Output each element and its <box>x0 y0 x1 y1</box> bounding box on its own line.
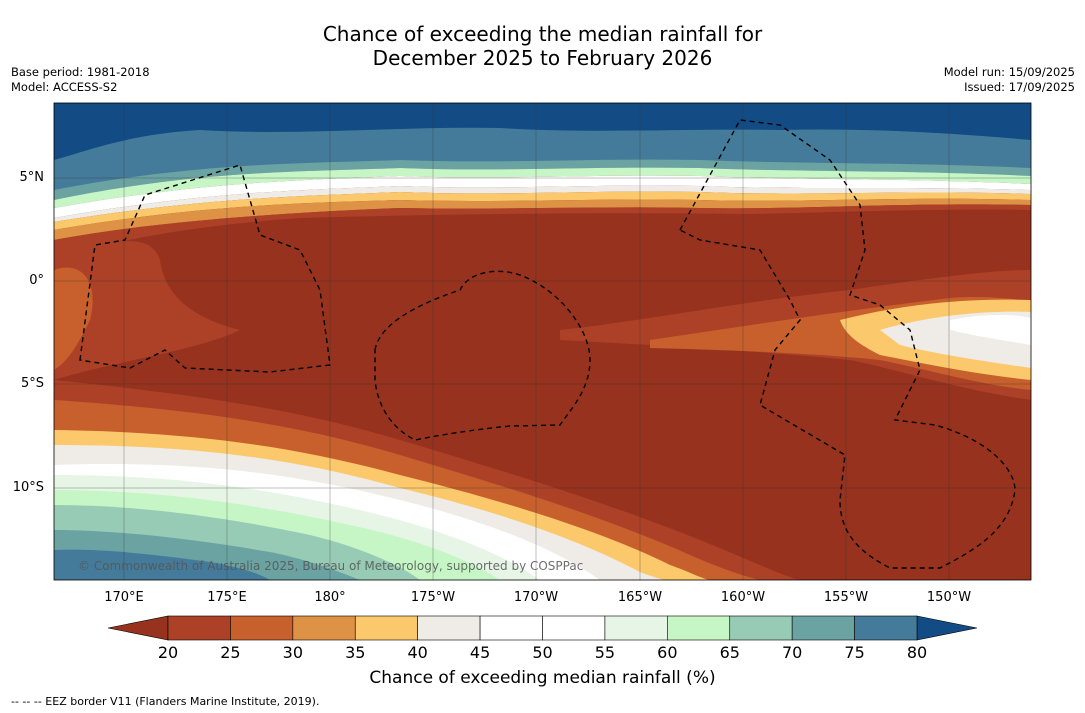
colorbar-segment <box>167 615 231 641</box>
colorbar-tick-label: 40 <box>407 643 428 662</box>
map-title: Chance of exceeding the median rainfall … <box>0 22 1085 70</box>
base-period-text: Base period: 1981-2018 <box>11 65 150 79</box>
colorbar-segment <box>479 615 543 641</box>
eez-borders <box>79 119 1016 569</box>
lon-label: 180° <box>314 590 346 605</box>
colorbar-tick-label: 25 <box>220 643 241 662</box>
colorbar-segment <box>791 615 855 641</box>
colorbar-tick-label: 65 <box>719 643 740 662</box>
colorbar-tick-label: 50 <box>532 643 553 662</box>
colorbar-title: Chance of exceeding median rainfall (%) <box>369 668 716 688</box>
model-text: Model: ACCESS-S2 <box>11 80 118 94</box>
map-frame <box>53 102 1032 581</box>
band-south-80 <box>54 549 270 580</box>
band-north-35 <box>54 191 1031 230</box>
lon-label: 160°W <box>720 590 766 605</box>
rainfall-field <box>54 103 1031 580</box>
colorbar-segment <box>292 615 356 641</box>
lat-label: 10°S <box>12 480 44 495</box>
colorbar-tick-label: 30 <box>282 643 303 662</box>
eez-legend-note: -- -- -- EEZ border V11 (Flanders Marine… <box>11 695 320 708</box>
colorbar-segment <box>854 615 918 641</box>
lat-label: 0° <box>29 273 44 288</box>
colorbar-above-triangle <box>916 615 978 641</box>
band-north-65 <box>54 167 1031 208</box>
meta-right: Model run: 15/09/2025 Issued: 17/09/2025 <box>944 65 1075 95</box>
title-line-1: Chance of exceeding the median rainfall … <box>322 22 763 46</box>
colorbar-segment <box>604 615 668 641</box>
copyright-text: © Commonwealth of Australia 2025, Bureau… <box>78 559 584 573</box>
colorbar-segment <box>542 615 606 641</box>
lon-label: 155°W <box>823 590 869 605</box>
title-line-2: December 2025 to February 2026 <box>372 46 713 70</box>
band-north-80 <box>54 103 1031 160</box>
lon-label: 175°E <box>207 590 247 605</box>
lon-label: 150°W <box>926 590 972 605</box>
band-north-40 <box>54 185 1031 222</box>
band-north-55 <box>54 175 1031 218</box>
colorbar-segment <box>354 615 418 641</box>
lon-label: 175°W <box>410 590 456 605</box>
issued-text: Issued: 17/09/2025 <box>964 80 1075 94</box>
colorbar-tick-label: 35 <box>345 643 366 662</box>
model-run-text: Model run: 15/09/2025 <box>943 65 1075 79</box>
meta-left: Base period: 1981-2018 Model: ACCESS-S2 <box>11 65 150 95</box>
east-55-patch <box>950 314 1031 345</box>
colorbar-tick-label: 20 <box>157 643 179 662</box>
west-30-region <box>54 267 93 370</box>
colorbar-tick-label: 80 <box>906 643 928 662</box>
colorbar-segment <box>230 615 294 641</box>
lat-label: 5°S <box>20 376 44 391</box>
colorbar-tick-label: 60 <box>657 643 678 662</box>
lon-label: 170°W <box>513 590 559 605</box>
colorbar-segment <box>667 615 731 641</box>
band-north-30 <box>54 198 1031 240</box>
lon-label: 170°E <box>104 590 144 605</box>
west-25-region <box>54 241 240 380</box>
band-north-70 <box>54 159 1031 200</box>
graticule <box>54 103 1031 580</box>
colorbar-segment <box>729 615 793 641</box>
colorbar-tick-label: 70 <box>781 643 803 662</box>
colorbar <box>107 615 978 641</box>
colorbar-tick-label: 75 <box>844 643 865 662</box>
lon-label: 165°W <box>617 590 663 605</box>
lat-label: 5°N <box>19 170 45 185</box>
colorbar-segment <box>417 615 481 641</box>
colorbar-tick-label: 45 <box>469 643 491 662</box>
colorbar-tick-label: 55 <box>594 643 616 662</box>
colorbar-below-triangle <box>107 615 169 641</box>
